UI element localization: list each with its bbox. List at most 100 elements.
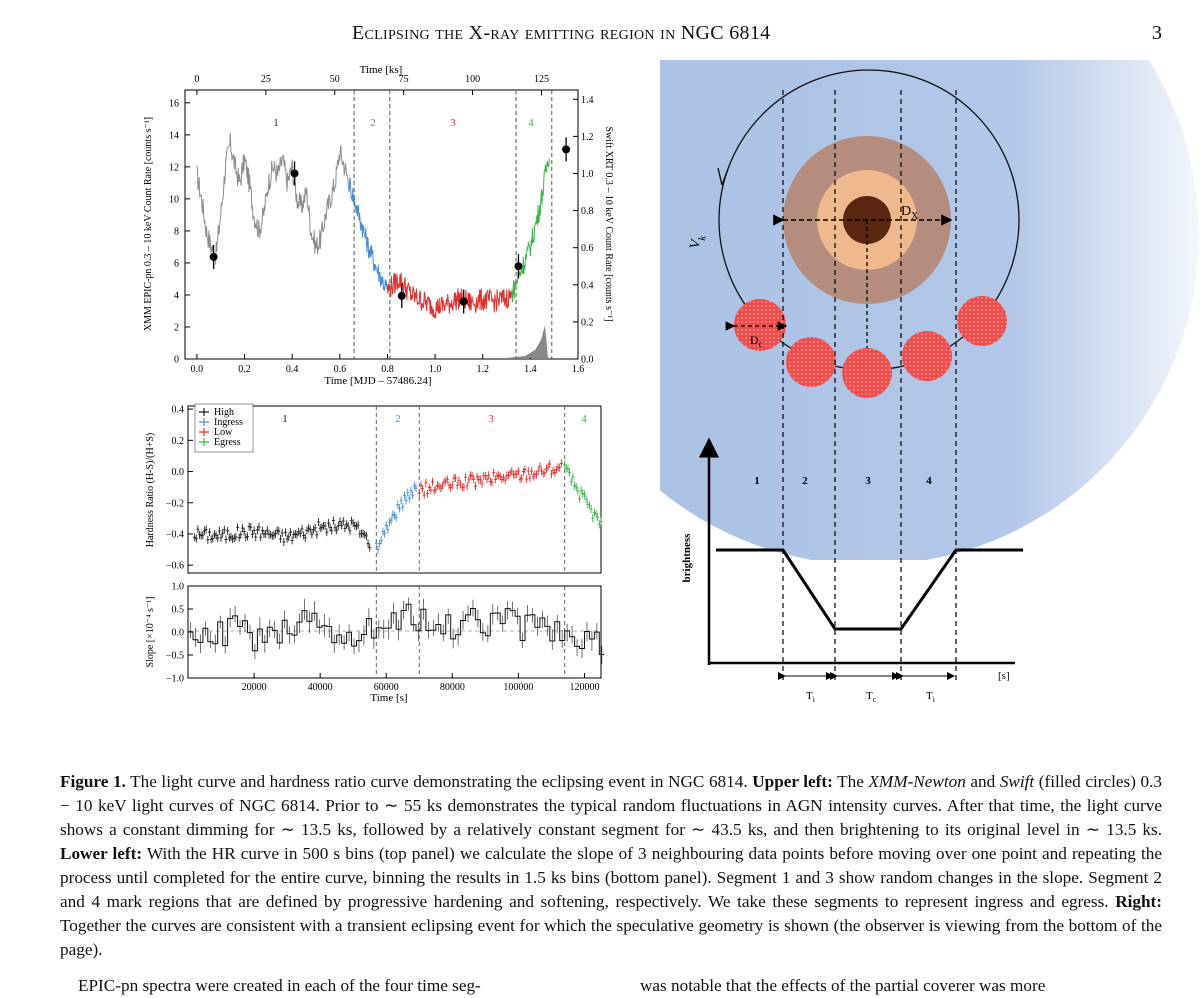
dx-label: DX	[901, 204, 919, 222]
lc-bottom-tick-label: 0.6	[334, 364, 347, 375]
hr-point	[265, 526, 269, 535]
hr-point	[394, 513, 398, 522]
lc-right-tick-label: 1.2	[581, 132, 594, 143]
lc-series-high	[196, 132, 350, 265]
lc-top-tick-label: 75	[399, 74, 409, 85]
hr-point	[361, 529, 365, 538]
hardness-panel: −0.6 −0.4 −0.2 0.0 0.2 0.4 Hardness Ratio (H-…	[145, 403, 603, 574]
hr-point	[293, 530, 297, 539]
hr-point	[274, 529, 278, 538]
hr-point	[252, 526, 256, 535]
lc-bottom-tick-label: 1.6	[572, 364, 585, 375]
hr-point	[487, 471, 491, 480]
hr-point	[216, 534, 220, 543]
hr-point	[578, 494, 582, 503]
hr-point	[351, 519, 355, 528]
lc-bottom-tick-label: 0.2	[238, 364, 251, 375]
hr-point	[204, 525, 208, 534]
hr-point	[255, 526, 259, 535]
caption-part-1: The light curve and hardness ratio curve…	[125, 772, 753, 791]
hr-point	[445, 475, 449, 484]
hr-point	[430, 477, 434, 486]
hr-point	[579, 486, 583, 495]
hr-point	[414, 484, 418, 493]
hr-point	[323, 521, 327, 530]
lc-bottom-tick-label: 1.0	[429, 364, 442, 375]
slope-left-tick-label: −1.0	[166, 674, 184, 685]
hr-point	[222, 525, 226, 534]
hr-point	[475, 472, 479, 481]
hr-point	[544, 464, 548, 473]
hr-point	[232, 534, 236, 543]
hr-point	[393, 511, 396, 520]
hr-point	[196, 525, 200, 534]
slope-bottom-axis-label: Time [s]	[370, 692, 407, 704]
slope-left-tick-label: 0.0	[172, 628, 185, 639]
light-curve-left-ticks: 0 2 4 6 8 10 12 14 16	[169, 98, 190, 366]
hr-point	[407, 494, 411, 503]
hr-point	[376, 545, 380, 554]
hr-point	[594, 509, 598, 518]
lc-segment-label-3: 3	[450, 117, 456, 129]
hr-point	[254, 532, 258, 541]
hr-point	[194, 534, 198, 543]
hr-point	[272, 531, 276, 540]
lc-left-tick-label: 4	[174, 290, 179, 301]
slope-left-ticks: −1.0 −0.5 0.0 0.5 1.0	[166, 582, 193, 685]
hr-point	[566, 464, 570, 473]
hr-point	[540, 467, 544, 476]
hr-point	[483, 471, 487, 480]
hr-point	[219, 533, 223, 542]
lc-left-tick-label: 14	[169, 130, 179, 141]
slope-segment-lines	[375, 586, 566, 678]
hr-point	[586, 500, 590, 509]
hr-point	[437, 482, 441, 491]
lc-series-egress	[510, 158, 550, 303]
lc-segment-label-1: 1	[273, 117, 279, 129]
light-curve-left-axis-label: XMM EPIC-pn 0.3 – 10 keV Count Rate [cou…	[143, 117, 154, 331]
caption-heading-upper-left: Upper left:	[752, 772, 833, 791]
light-curve-swift-points	[209, 137, 571, 314]
hr-point	[508, 468, 512, 477]
hr-point	[239, 530, 243, 539]
hr-point	[462, 482, 466, 491]
caption-heading-right: Right:	[1115, 892, 1162, 911]
hr-point	[282, 537, 286, 546]
hr-point	[440, 482, 444, 491]
light-curve-right-ticks: 0.0 0.2 0.4 0.6 0.8 1.0 1.2 1.4	[573, 95, 594, 366]
hr-point	[490, 478, 494, 487]
cloud-position-4	[902, 331, 952, 381]
slope-bottom-tick-label: 80000	[440, 682, 465, 693]
hr-point	[559, 459, 563, 468]
hr-point	[442, 478, 446, 487]
hr-point	[363, 530, 367, 539]
vk-label: Vk	[687, 233, 708, 252]
hr-point	[591, 514, 595, 523]
light-curve-series	[196, 132, 550, 319]
time-unit-label: [s]	[998, 670, 1010, 682]
lc-right-tick-label: 1.4	[581, 95, 594, 106]
light-curve-background-spike	[505, 325, 548, 358]
hr-point	[287, 532, 291, 541]
hr-point	[313, 523, 317, 532]
slope-bottom-tick-label: 20000	[242, 682, 267, 693]
hr-point	[454, 474, 458, 483]
hr-point	[417, 489, 421, 498]
hr-point	[450, 481, 454, 490]
hr-series-ingress	[374, 482, 418, 554]
hr-point	[244, 533, 248, 542]
caption-heading-lower-left: Lower left:	[60, 844, 143, 863]
hardness-left-ticks: −0.6 −0.4 −0.2 0.0 0.2 0.4	[166, 405, 193, 572]
legend-label-ingress: Ingress	[214, 417, 243, 428]
hr-series-low	[417, 459, 563, 500]
hr-point	[478, 475, 482, 484]
lc-left-tick-label: 12	[169, 162, 179, 173]
hr-point	[549, 469, 553, 478]
legend-entry-egress: Egress	[199, 437, 241, 448]
hr-point	[573, 481, 577, 490]
hr-point	[467, 475, 471, 484]
hr-point	[348, 526, 352, 535]
hr-point	[597, 520, 601, 529]
hr-point	[199, 531, 203, 540]
hr-point	[558, 463, 562, 472]
